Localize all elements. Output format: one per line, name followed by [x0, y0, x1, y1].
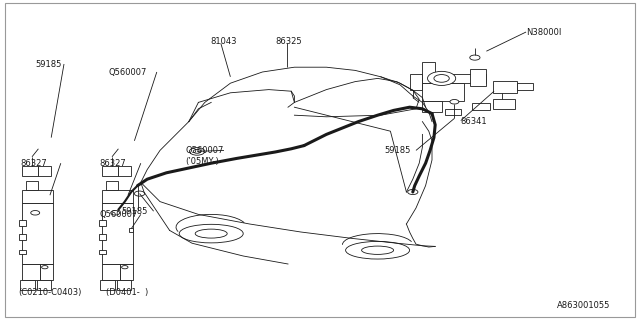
- Bar: [22, 190, 53, 203]
- Bar: [22, 264, 40, 280]
- Text: 86341: 86341: [461, 117, 488, 126]
- Text: 86325: 86325: [275, 37, 302, 46]
- Bar: [410, 74, 422, 90]
- Text: 86327: 86327: [20, 159, 47, 168]
- Bar: [22, 203, 53, 264]
- Bar: [422, 83, 464, 101]
- Bar: [102, 166, 118, 176]
- Circle shape: [434, 75, 449, 82]
- Bar: [422, 101, 442, 112]
- Text: (D0401-  ): (D0401- ): [106, 288, 148, 297]
- Text: 59185: 59185: [35, 60, 61, 68]
- Circle shape: [122, 266, 128, 269]
- Text: A863001055: A863001055: [557, 301, 610, 310]
- Ellipse shape: [362, 246, 394, 254]
- Bar: [26, 181, 38, 190]
- Text: 81043: 81043: [210, 37, 236, 46]
- Text: (’05MY-): (’05MY-): [186, 157, 220, 166]
- Bar: [472, 103, 490, 110]
- Circle shape: [408, 189, 418, 195]
- Bar: [422, 62, 435, 83]
- Bar: [517, 83, 533, 90]
- Bar: [19, 250, 26, 254]
- Bar: [102, 264, 120, 280]
- Circle shape: [31, 211, 40, 215]
- Ellipse shape: [195, 229, 227, 238]
- Circle shape: [42, 266, 48, 269]
- Bar: [493, 81, 517, 93]
- Bar: [445, 109, 461, 115]
- Bar: [19, 234, 26, 240]
- Circle shape: [189, 148, 205, 155]
- Circle shape: [111, 211, 120, 215]
- Text: Q560007: Q560007: [99, 210, 138, 219]
- Bar: [100, 280, 115, 290]
- Circle shape: [428, 71, 456, 85]
- Bar: [118, 166, 131, 176]
- Bar: [20, 280, 35, 290]
- Bar: [40, 264, 53, 280]
- Circle shape: [450, 100, 459, 104]
- Text: N38000I: N38000I: [526, 28, 561, 36]
- Text: 59185: 59185: [384, 146, 410, 155]
- Text: 59185: 59185: [122, 207, 148, 216]
- Ellipse shape: [179, 224, 243, 243]
- Bar: [38, 166, 51, 176]
- Bar: [99, 220, 106, 226]
- Bar: [120, 264, 133, 280]
- Bar: [493, 99, 515, 109]
- Bar: [37, 280, 51, 290]
- Circle shape: [193, 149, 201, 153]
- Bar: [22, 166, 38, 176]
- Bar: [102, 190, 133, 203]
- Bar: [470, 69, 486, 86]
- Bar: [99, 250, 106, 254]
- Bar: [117, 280, 131, 290]
- Text: Q560007: Q560007: [109, 68, 147, 76]
- Circle shape: [470, 55, 480, 60]
- Circle shape: [134, 191, 145, 196]
- Bar: [99, 234, 106, 240]
- Bar: [19, 220, 26, 226]
- Bar: [106, 181, 118, 190]
- Bar: [451, 74, 486, 83]
- Text: (C0210-C0403): (C0210-C0403): [18, 288, 81, 297]
- Text: 86327: 86327: [99, 159, 126, 168]
- Ellipse shape: [346, 242, 410, 259]
- Text: Q560007: Q560007: [186, 146, 224, 155]
- Bar: [102, 203, 133, 264]
